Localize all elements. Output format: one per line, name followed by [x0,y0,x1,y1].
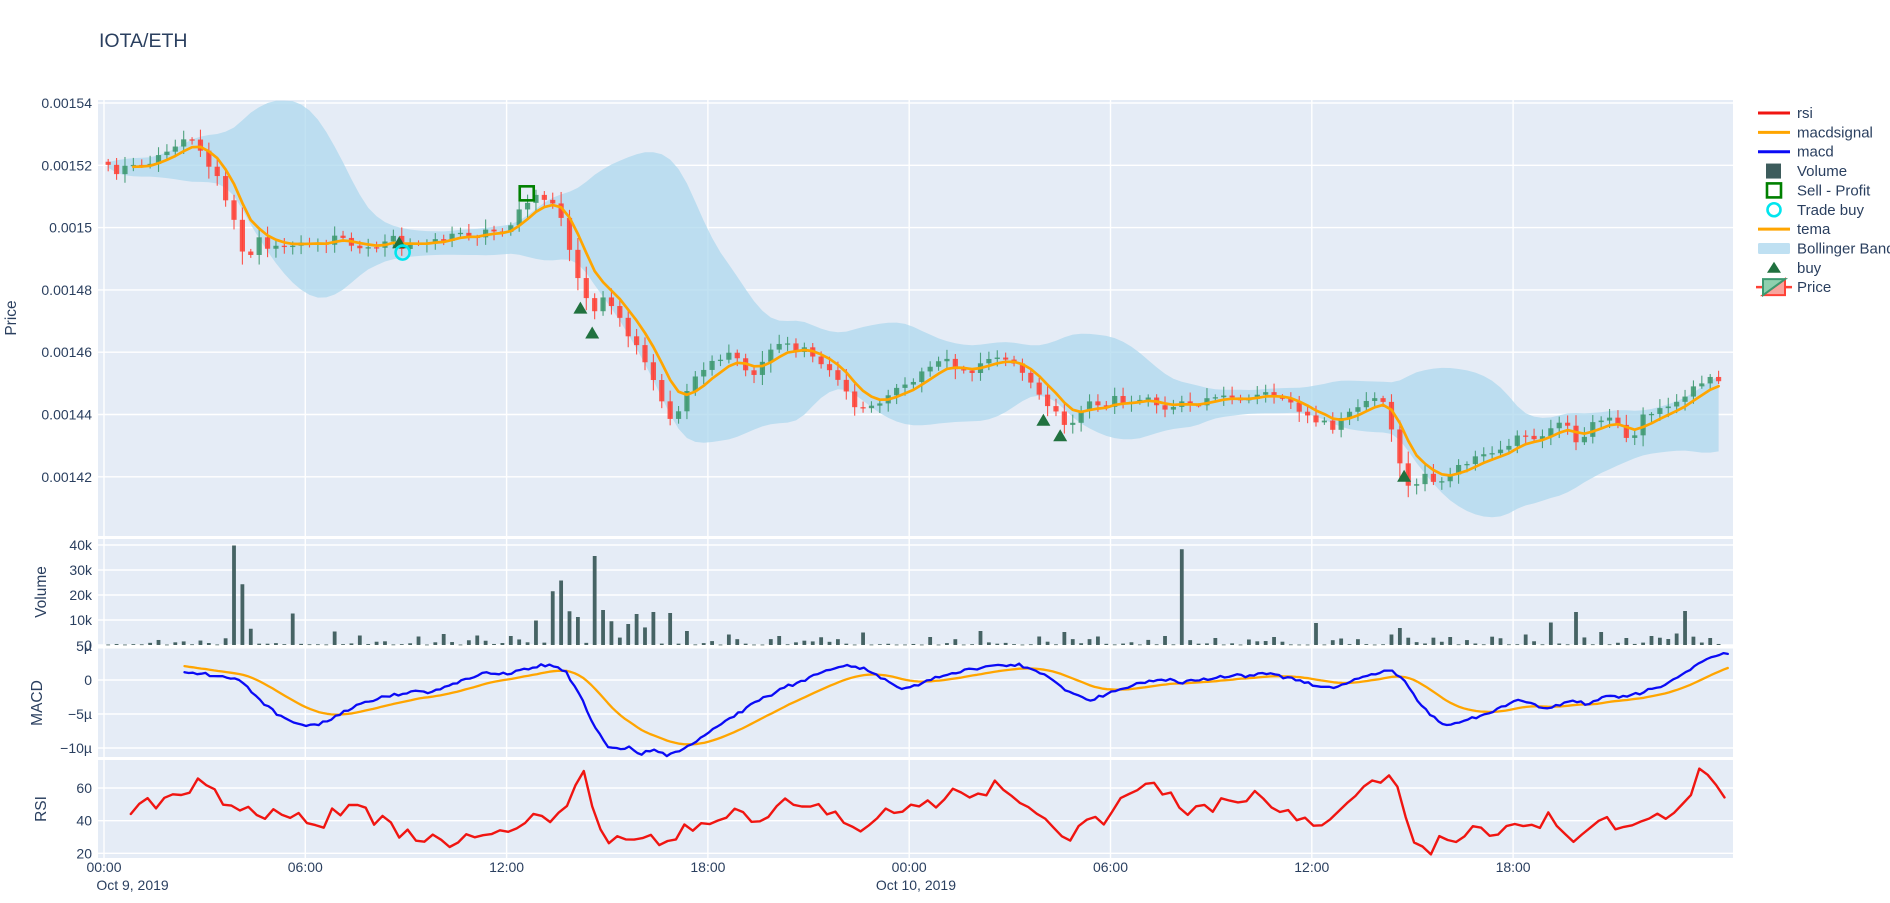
macd-line [183,651,1729,758]
rsi-tick-label: 60 [76,780,92,796]
volume-axis-title: Volume [33,566,50,618]
legend-label-price: Price [1797,279,1831,296]
legend-item-macd[interactable]: macd [1758,144,1834,161]
legend-item-sell-profit[interactable]: Sell - Profit [1765,182,1871,199]
price-candle-swatch [1756,277,1792,298]
price-tick-label: 0.00146 [41,344,92,360]
x-tick-label: 06:00 [1093,859,1128,875]
legend-label-macd: macd [1797,144,1834,161]
price-tick-label: 0.0015 [49,220,92,236]
legend: rsi macdsignal macd Volume Sell - Profit Trad… [1756,105,1890,298]
volume-tick-label: 0 [84,637,92,653]
buy-triangle-swatch [1767,261,1781,273]
macd-tick-label: 5µ [76,638,92,654]
legend-label-buy: buy [1797,260,1822,277]
macdsignal-line [183,664,1729,746]
volume-tick-label: 10k [69,612,93,628]
legend-label-bollinger-band: Bollinger Band [1797,240,1890,257]
legend-item-tema[interactable]: tema [1758,221,1831,238]
buy-marker [1053,429,1068,442]
legend-item-buy[interactable]: buy [1767,260,1822,277]
x-tick-label: 00:00 [86,859,121,875]
x-tick-label: 00:00 [892,859,927,875]
x-tick-label: 06:00 [288,859,323,875]
legend-item-price[interactable]: Price [1756,277,1831,298]
legend-label-volume: Volume [1797,163,1847,180]
price-tick-label: 0.00148 [41,282,92,298]
volume-tick-label: 40k [69,537,93,553]
sell-profit-open-square-swatch [1765,182,1783,199]
legend-label-tema: tema [1797,221,1831,238]
legend-item-rsi[interactable]: rsi [1758,105,1813,122]
x-tick-label: 18:00 [690,859,725,875]
x-date-label: Oct 10, 2019 [876,877,956,893]
price-tick-label: 0.00144 [41,407,92,423]
volume-tick-label: 30k [69,562,93,578]
x-tick-label: 12:00 [1294,859,1329,875]
buy-marker [1036,413,1051,426]
price-tick-label: 0.00154 [41,95,92,111]
buy-marker [1397,469,1412,482]
plot-area-volume[interactable] [98,539,1733,646]
rsi-tick-label: 40 [76,813,92,829]
volume-bars [106,545,1721,646]
legend-item-volume[interactable]: Volume [1766,163,1847,180]
plot-area-rsi[interactable] [98,760,1733,858]
legend-item-trade-buy[interactable]: Trade buy [1766,201,1865,219]
volume-tick-label: 20k [69,587,93,603]
macd-tick-label: −10µ [60,740,92,756]
macd-tick-label: −5µ [68,706,92,722]
chart-title: IOTA/ETH [99,30,187,52]
price-tick-label: 0.00152 [41,157,92,173]
rsi-tick-label: 20 [76,845,92,861]
price-axis-title: Price [3,300,20,335]
trade-buy-marker [394,244,411,261]
legend-label-macdsignal: macdsignal [1797,124,1873,141]
bollinger-band-band-swatch [1758,242,1790,254]
legend-label-sell-profit: Sell - Profit [1797,182,1871,199]
macd-tick-label: 0 [84,672,92,688]
legend-label-rsi: rsi [1797,105,1813,122]
buy-marker [585,326,600,339]
legend-label-trade-buy: Trade buy [1797,202,1864,219]
volume-square-swatch [1766,163,1781,179]
price-tick-label: 0.00142 [41,469,92,485]
rsi-axis-title: RSI [33,796,50,822]
x-tick-label: 18:00 [1496,859,1531,875]
sell-profit-marker [518,185,536,202]
legend-item-macdsignal[interactable]: macdsignal [1758,124,1873,141]
macd-axis-title: MACD [29,680,46,726]
x-tick-label: 12:00 [489,859,524,875]
buy-marker [573,301,588,314]
plot-area-macd[interactable] [98,648,1733,758]
x-date-label: Oct 9, 2019 [96,877,169,893]
trade-buy-open-circle-swatch [1766,201,1782,218]
rsi-line [129,767,1726,856]
legend-item-bollinger-band[interactable]: Bollinger Band [1758,240,1890,257]
